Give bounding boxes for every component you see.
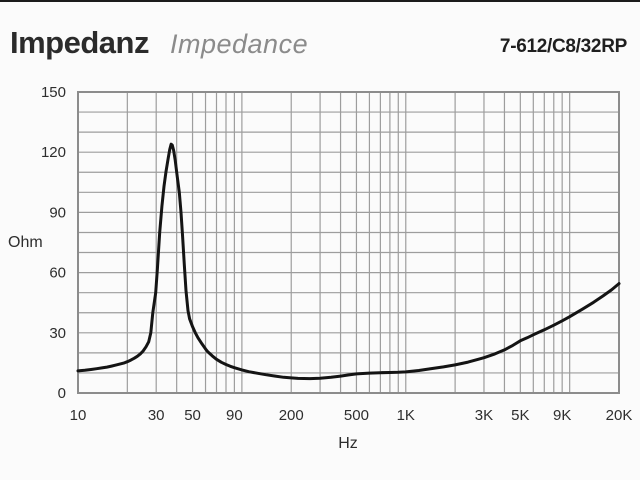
x-tick-label: 50 <box>184 407 201 424</box>
impedance-curve <box>76 142 621 381</box>
y-tick-label: 30 <box>49 325 66 342</box>
x-tick-label: 1K <box>397 407 415 424</box>
x-tick-label: 3K <box>475 407 493 424</box>
y-tick-label: 150 <box>41 84 66 101</box>
chart-title-german: Impedanz <box>10 25 149 60</box>
y-axis-unit-label: Ohm <box>8 234 43 251</box>
x-axis-unit-label: Hz <box>338 435 358 452</box>
chart-title-english: Impedance <box>170 29 309 59</box>
x-tick-label: 200 <box>279 407 304 424</box>
x-tick-label: 10 <box>70 407 87 424</box>
y-tick-label: 90 <box>49 204 66 221</box>
frame-layer <box>77 91 620 394</box>
x-tick-label: 90 <box>226 407 243 424</box>
y-tick-label: 0 <box>58 385 66 402</box>
top-border-line <box>0 0 640 2</box>
x-tick-label: 30 <box>148 407 165 424</box>
label-layer: 0 30 60 90 120 150 10 30 50 90 200 500 1K 3K 5K 9K 20K <box>41 84 632 424</box>
x-tick-label: 5K <box>511 407 529 424</box>
x-tick-label: 20K <box>606 407 633 424</box>
y-tick-label: 120 <box>41 144 66 161</box>
x-tick-label: 9K <box>553 407 571 424</box>
curve-layer <box>76 142 621 381</box>
x-tick-label: 500 <box>344 407 369 424</box>
model-number: 7-612/C8/32RP <box>499 36 627 57</box>
grid-layer <box>77 92 620 393</box>
plot-frame <box>77 91 620 394</box>
y-tick-label: 60 <box>49 265 66 282</box>
